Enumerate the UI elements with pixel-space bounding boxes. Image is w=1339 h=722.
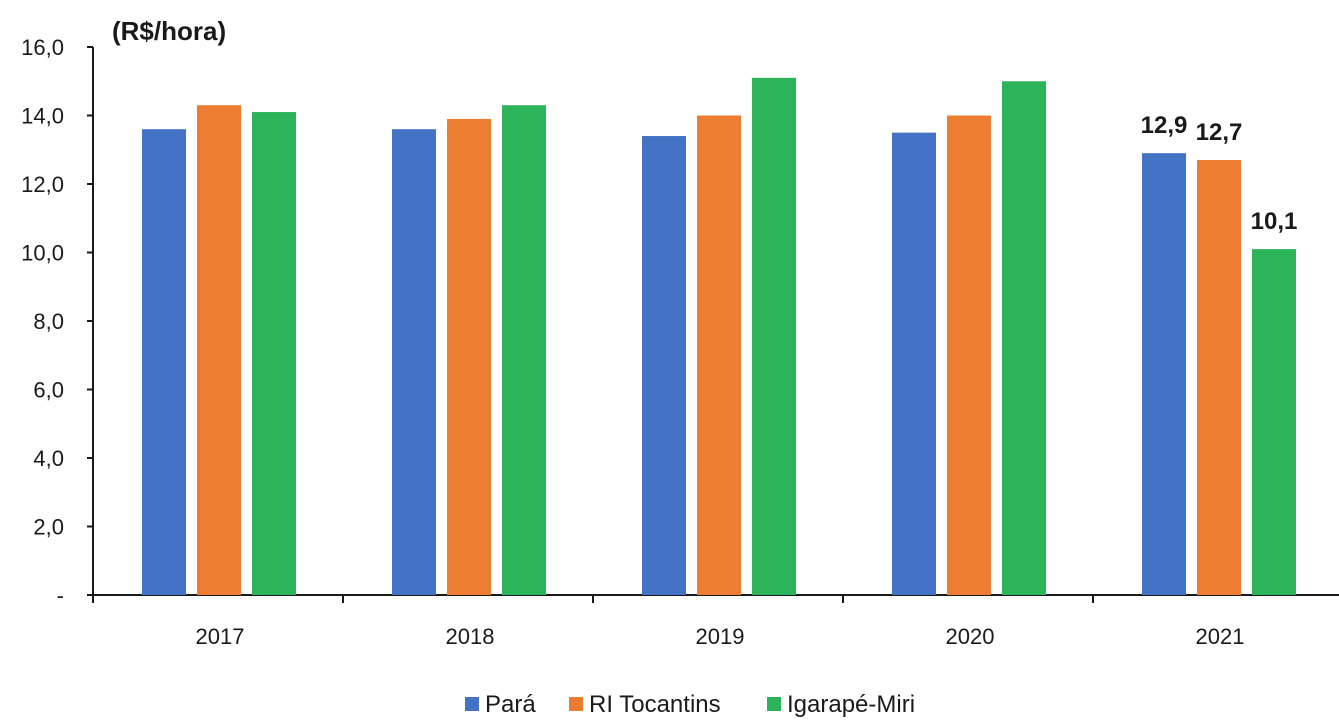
x-tick-label: 2018	[446, 624, 495, 649]
legend-entry: RI Tocantins	[589, 691, 721, 718]
y-tick-label: 8,0	[33, 309, 64, 334]
bar	[252, 112, 296, 595]
y-tick-labels: - 2,0 4,0 6,0 8,0 10,0 12,0 14,0 16,0	[21, 35, 64, 608]
bar	[1002, 81, 1046, 595]
bar	[1197, 160, 1241, 595]
x-tick-label: 2020	[946, 624, 995, 649]
bar	[197, 105, 241, 595]
y-axis-label: (R$/hora)	[112, 16, 226, 46]
bar	[1142, 153, 1186, 596]
data-label: 12,9	[1141, 112, 1188, 139]
bar	[752, 77, 796, 595]
y-tick-label: 4,0	[33, 446, 64, 471]
legend-swatch	[465, 697, 479, 711]
x-tick-labels: 2017 2018 2019 2020 2021	[196, 624, 1245, 649]
y-tick-label: -	[57, 583, 64, 608]
bar	[947, 115, 991, 595]
bar	[697, 115, 741, 595]
y-tick-label: 6,0	[33, 378, 64, 403]
bar	[642, 136, 686, 596]
bar	[392, 129, 436, 595]
y-tick-label: 2,0	[33, 515, 64, 540]
bar	[892, 132, 936, 595]
bar	[502, 105, 546, 595]
data-label: 10,1	[1251, 208, 1298, 235]
x-tick-label: 2019	[696, 624, 745, 649]
legend-swatch	[569, 697, 583, 711]
x-tick-label: 2017	[196, 624, 245, 649]
legend-entry: Pará	[485, 691, 536, 718]
data-label: 12,7	[1196, 119, 1243, 146]
data-labels: 12,9 12,7 10,1	[1141, 112, 1298, 235]
legend-entry: Igarapé-Miri	[787, 691, 915, 718]
bar	[447, 118, 491, 596]
y-tick-label: 12,0	[21, 172, 64, 197]
chart-bars	[142, 77, 1296, 596]
x-tick-label: 2021	[1196, 624, 1245, 649]
legend-swatch	[767, 697, 781, 711]
y-tick-label: 14,0	[21, 104, 64, 129]
legend: Pará RI Tocantins Igarapé-Miri	[465, 691, 915, 718]
y-tick-label: 10,0	[21, 241, 64, 266]
y-tick-label: 16,0	[21, 35, 64, 60]
bar	[1252, 249, 1296, 595]
bar	[142, 129, 186, 595]
